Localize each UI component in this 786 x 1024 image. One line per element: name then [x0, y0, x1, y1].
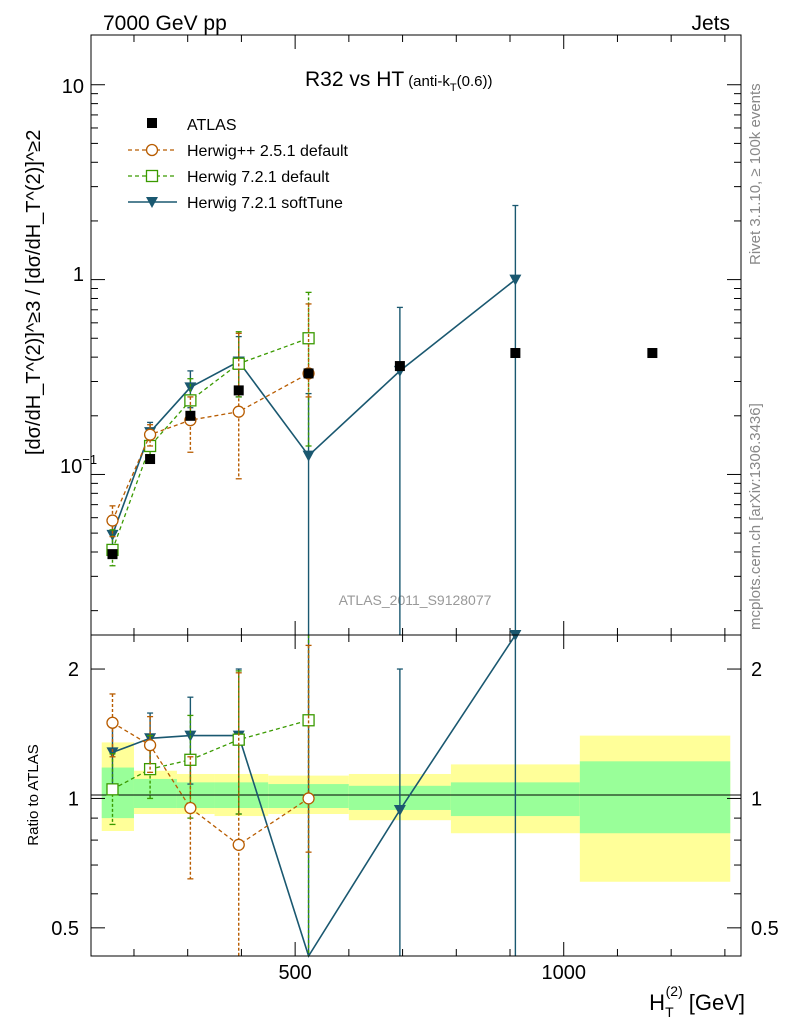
ratio-y-axis-label: Ratio to ATLAS [25, 744, 42, 845]
ratio-point-herwig-7-2-1-default [106, 783, 119, 796]
main-axis-ticks [91, 35, 741, 635]
y-tick-label-0.1-exp: −1 [82, 452, 97, 467]
ratio-data-marks [106, 630, 522, 958]
ratio-y-tick-label-right: 0.5 [751, 918, 779, 940]
ratio-point-herwig-2-5-1-default [302, 792, 315, 805]
x-axis-label-main: H [649, 990, 665, 1015]
main-line-herwig-2-5-1-default [111, 372, 309, 521]
ratio-y-tick-label: 0.5 [51, 918, 79, 940]
ratio-panel: Ratio to ATLAS 0.5 0.5 1 1 2 2 500 1000 HT (2) [G… [25, 630, 779, 1020]
ratio-band-inner [133, 778, 177, 809]
main-y-axis-label: [dσ/dH_T^(2)]^≥3 / [dσ/dH_T^(2)]^≥2 [23, 130, 45, 455]
y-tick-label-1: 1 [73, 264, 84, 286]
main-point-atlas [145, 454, 156, 465]
legend-marker-atlas [147, 118, 157, 128]
legend-marker-herwig721 [145, 169, 159, 183]
legend-label-atlas: ATLAS [187, 117, 237, 134]
main-data-marks [106, 204, 658, 635]
ratio-y-tick-label: 1 [68, 788, 79, 810]
y-tick-label-10: 10 [62, 76, 84, 98]
x-tick-label: 500 [278, 962, 311, 984]
mcplots-reference-label: mcplots.cern.ch [arXiv:1306.3436] [747, 403, 764, 630]
main-point-atlas [510, 348, 521, 359]
main-title-sub: (anti-k [408, 73, 450, 90]
ratio-point-herwig-7-2-1-default [184, 753, 197, 766]
x-tick-label: 1000 [541, 962, 586, 984]
main-title-sub-index: T [450, 82, 457, 94]
main-point-herwig-7-2-1-default [302, 332, 315, 345]
main-point-atlas [233, 385, 244, 396]
main-point-atlas [107, 549, 118, 560]
main-point-atlas [303, 368, 314, 379]
legend-label-herwig721: Herwig 7.2.1 default [187, 169, 330, 186]
main-title-sub-tail: (0.6)) [457, 73, 493, 90]
ratio-point-herwig-7-2-1-softtune [393, 804, 406, 816]
ratio-band-inner [579, 761, 731, 834]
main-point-herwig-7-2-1-softtune [184, 382, 197, 394]
legend-marker-herwigpp [145, 143, 159, 157]
x-axis-label-unit: [GeV] [689, 990, 745, 1015]
ratio-y-tick-label-right: 1 [751, 788, 762, 810]
ratio-axis-ticks [91, 635, 741, 956]
main-title-text: R32 vs HT [305, 68, 404, 91]
legend-label-herwigpp: Herwig++ 2.5.1 default [187, 143, 349, 160]
main-title: R32 vs HT (anti-kT(0.6)) [305, 68, 492, 94]
ratio-panel-frame [90, 634, 742, 957]
header-left-label: 7000 GeV pp [103, 12, 227, 35]
ratio-line-herwig-2-5-1-default [112, 722, 309, 846]
ratio-y-tick-label-right: 2 [751, 659, 762, 681]
main-point-atlas [394, 361, 405, 372]
main-panel: R32 vs HT (anti-kT(0.6)) [dσ/dH_T^(2)]^≥3… [23, 34, 742, 636]
x-axis-label-sub: T [665, 1004, 674, 1020]
main-point-herwig-7-2-1-default [184, 394, 197, 407]
main-line-herwig-7-2-1-softtune [111, 278, 516, 536]
main-point-herwig-2-5-1-default [106, 514, 119, 527]
main-point-atlas [185, 410, 196, 421]
x-axis-label: HT (2) [GeV] [649, 983, 745, 1020]
legend: ATLAS Herwig++ 2.5.1 default Herwig 7.2.… [128, 117, 349, 212]
ratio-point-herwig-7-2-1-softtune [106, 747, 119, 759]
legend-label-softtune: Herwig 7.2.1 softTune [187, 195, 343, 212]
rivet-version-label: Rivet 3.1.10, ≥ 100k events [747, 83, 764, 265]
main-line-herwig-7-2-1-default [111, 337, 309, 551]
main-point-herwig-7-2-1-softtune [509, 274, 522, 286]
analysis-watermark: ATLAS_2011_S9128077 [339, 592, 492, 608]
header-right-label: Jets [691, 12, 730, 35]
ratio-point-herwig-2-5-1-default [106, 716, 119, 729]
ratio-point-herwig-2-5-1-default [184, 801, 197, 815]
ratio-tick-labels: 0.5 0.5 1 1 2 2 500 1000 [51, 659, 779, 984]
main-point-atlas [647, 348, 658, 359]
ratio-y-tick-label: 2 [68, 659, 79, 681]
main-point-herwig-7-2-1-softtune [302, 450, 315, 462]
ratio-point-herwig-2-5-1-default [143, 739, 157, 752]
x-axis-label-sup: (2) [666, 983, 683, 999]
main-point-herwig-2-5-1-default [232, 405, 245, 418]
y-tick-label-0.1-base: 10 [60, 456, 82, 478]
ratio-point-herwig-2-5-1-default [232, 838, 245, 851]
y-tick-label-0.1: 10−1 [60, 452, 97, 478]
legend-marker-softtune [146, 197, 158, 208]
main-point-herwig-2-5-1-default [143, 428, 157, 441]
